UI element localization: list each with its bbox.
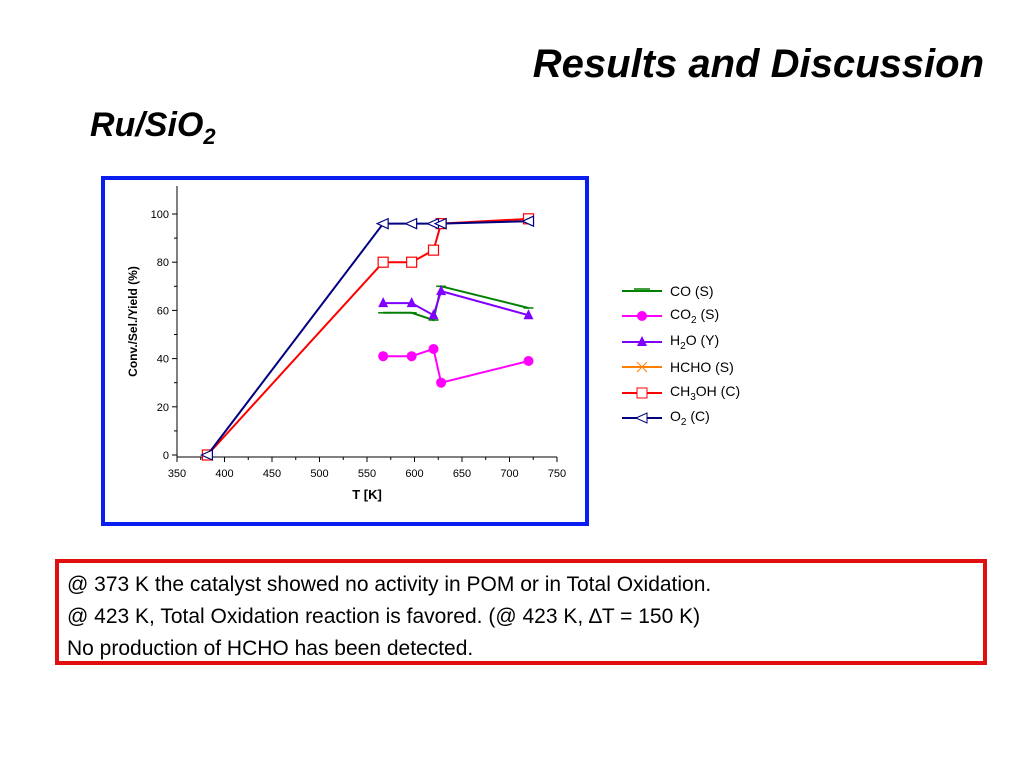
legend-label-suffix: O (Y) [685,331,720,348]
legend-item: CO (S) [620,278,740,304]
legend-label: CH3OH (C) [670,383,740,403]
y-tick-label: 100 [151,209,169,221]
legend-label-suffix: (S) [696,306,720,323]
legend-label: CO (S) [670,283,714,299]
legend-item: H2O (Y) [620,329,740,355]
chart-frame: 350 400 450 500 550 600 650 700 750 0 20 40 60 80 100 T… [101,176,589,526]
y-tick-label: 60 [157,305,169,317]
series-point-5 [404,217,418,230]
legend-label: HCHO (S) [670,359,734,375]
y-tick-label: 20 [157,402,169,414]
series-point-4 [406,256,418,268]
legend-swatch [622,387,662,399]
legend-label-suffix: (C) [686,408,710,425]
legend-swatch [622,311,662,322]
y-tick-label: 80 [157,257,169,269]
legend-swatch [622,361,662,373]
series-point-5 [199,449,214,461]
series-point-5 [521,215,535,228]
x-tick-label: 350 [168,468,186,480]
legend-label-suffix: (S) [711,359,734,376]
series-point-1 [428,343,439,354]
legend-label-subscript: 3 [690,391,696,403]
x-tick-label: 550 [358,468,376,480]
legend-label: O2 (C) [670,408,710,428]
series-point-1 [378,351,389,362]
series-line-1 [383,347,529,384]
legend-swatch [622,288,662,292]
series-line-4 [206,217,529,456]
series-point-4 [377,256,389,268]
subtitle-subscript: 2 [203,123,216,149]
x-tick-label: 750 [548,468,566,480]
legend-label-main: O [670,408,681,425]
series-point-5 [433,217,447,230]
series-line-5 [206,220,529,456]
note-line-2: @ 423 K, Total Oxidation reaction is fav… [67,605,701,628]
series-point-2 [428,309,439,320]
chart-legend: CO (S) CO2 (S) H2O (Y) HCHO (S) CH3OH (C) O2 … [620,278,740,431]
y-tick-label: 0 [163,450,169,462]
legend-label-main: H [670,331,681,348]
catalyst-subtitle: Ru/SiO2 [90,106,216,150]
series-point-5 [375,217,389,230]
y-tick-label: 40 [157,354,169,366]
notes-box: @ 373 K the catalyst showed no activity … [55,559,987,665]
note-line-3: No production of HCHO has been detected. [67,637,474,660]
series-point-1 [523,356,534,367]
legend-item: O2 (C) [620,406,740,432]
series-point-1 [406,351,417,362]
x-tick-label: 400 [215,468,233,480]
note-line-1: @ 373 K the catalyst showed no activity … [67,573,712,596]
series-point-2 [523,309,534,320]
x-axis-label: T [K] [352,487,382,502]
x-tick-label: 500 [310,468,328,480]
legend-label-main: HCHO [670,359,712,376]
y-axis-label: Conv./Sel./Yield (%) [126,266,140,377]
x-tick-label: 600 [405,468,423,480]
x-tick-label: 650 [453,468,471,480]
x-tick-label: 450 [263,468,281,480]
legend-label-suffix: OH (C) [695,382,741,399]
legend-item: CO2 (S) [620,304,740,330]
subtitle-text: Ru/SiO [90,106,204,144]
legend-label-main: CH [670,382,691,399]
series-point-2 [406,297,417,308]
legend-swatch [622,335,662,346]
series-point-1 [436,377,447,388]
legend-item: HCHO (S) [620,355,740,381]
x-tick-label: 700 [500,468,518,480]
slide-title: Results and Discussion [532,42,984,86]
legend-item: CH3OH (C) [620,380,740,406]
series-point-4 [427,244,440,256]
chart-plot: 350 400 450 500 550 600 650 700 750 0 20 40 60 80 100 T… [126,186,566,502]
legend-label-subscript: 2 [680,340,686,352]
legend-swatch [622,412,662,425]
legend-label: H2O (Y) [670,332,719,352]
legend-label-main: CO [670,282,691,299]
series-point-2 [378,297,389,308]
legend-label-suffix: (S) [691,282,714,299]
series-point-2 [436,285,447,296]
legend-label: CO2 (S) [670,306,719,326]
legend-label-subscript: 2 [680,417,687,429]
legend-label-subscript: 2 [691,315,697,327]
legend-label-main: CO [670,306,691,323]
